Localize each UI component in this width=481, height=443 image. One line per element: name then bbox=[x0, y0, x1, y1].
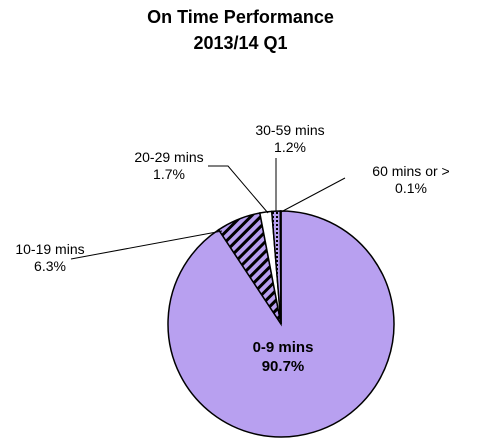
chart-title: On Time Performance 2013/14 Q1 bbox=[0, 4, 481, 56]
leader-line-20-29-mins bbox=[208, 165, 269, 214]
slice-label-30-59-mins: 30-59 mins 1.2% bbox=[255, 122, 324, 155]
chart-title-line-1: On Time Performance bbox=[147, 7, 334, 27]
leader-line-60-mins-or bbox=[280, 177, 346, 213]
slice-label-60-mins-or: 60 mins or >0.1% bbox=[372, 163, 449, 196]
leader-line-10-19-mins bbox=[70, 230, 223, 260]
slice-label-10-19-mins: 10-19 mins 6.3% bbox=[15, 241, 84, 274]
slice-label-20-29-mins: 20-29 mins 1.7% bbox=[134, 149, 203, 182]
pie-slice-60-mins-or bbox=[279, 210, 282, 325]
chart-title-line-2: 2013/14 Q1 bbox=[193, 33, 288, 53]
slice-label-0-9-mins: 0-9 mins 90.7% bbox=[253, 339, 314, 375]
